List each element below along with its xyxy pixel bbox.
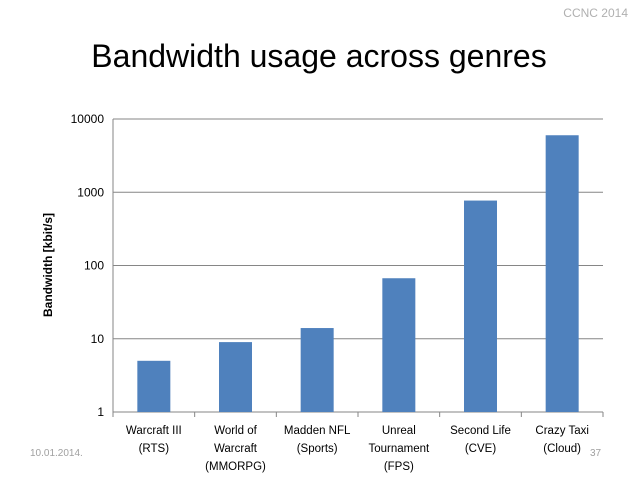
x-tick-label-line: World of	[214, 425, 257, 437]
bar	[545, 135, 579, 412]
x-tick-label-line: Tournament	[368, 443, 430, 455]
x-tick-label-line: (RTS)	[139, 443, 170, 455]
x-tick-label-line: Madden NFL	[284, 425, 351, 437]
x-tick-label-line: (MMORPG)	[205, 461, 266, 473]
page-number: 37	[590, 448, 602, 459]
bar	[219, 342, 252, 412]
bar	[464, 200, 497, 412]
y-tick-label: 10000	[71, 112, 105, 126]
conference-label: CCNC 2014	[563, 6, 628, 20]
bar	[382, 278, 416, 412]
x-axis-ticks: Warcraft III (RTS) World of Warcraft (MMORPG…	[126, 425, 589, 473]
slide-title: Bandwidth usage across genres	[91, 38, 547, 74]
x-tick-label-line: Second Life	[450, 425, 511, 437]
y-tick-label: 1000	[77, 185, 104, 199]
x-tick-label: Madden NFL (Sports)	[284, 425, 351, 455]
x-tick-label-line: Crazy Taxi	[535, 425, 588, 437]
x-tick-label-line: (Cloud)	[543, 443, 581, 455]
slide-date: 10.01.2014.	[30, 448, 83, 459]
x-tick-label: Unreal Tournament (FPS)	[368, 425, 430, 473]
y-tick-label: 10	[91, 332, 105, 346]
bar	[137, 360, 171, 412]
x-tick-label-line: Warcraft III	[126, 425, 182, 437]
x-tick-label-line: (Sports)	[297, 443, 338, 455]
x-tick-label: Second Life (CVE)	[450, 425, 511, 455]
y-tick-label: 100	[84, 259, 104, 273]
x-tick-label-line: (CVE)	[465, 443, 496, 455]
gridlines	[112, 118, 604, 417]
x-tick-label-line: Warcraft	[214, 443, 258, 455]
x-tick-label-line: (FPS)	[384, 461, 414, 473]
y-axis-ticks: 1 10 100 1000 10000	[71, 112, 105, 419]
y-axis-label: Bandwidth [kbit/s]	[41, 213, 55, 317]
x-tick-label-line: Unreal	[382, 425, 416, 437]
x-tick-label: Warcraft III (RTS)	[126, 425, 182, 455]
y-tick-label: 1	[97, 405, 104, 419]
bar	[300, 328, 334, 412]
x-tick-label: World of Warcraft (MMORPG)	[205, 425, 266, 473]
x-tick-label: Crazy Taxi (Cloud)	[535, 425, 588, 455]
bars	[137, 135, 579, 412]
